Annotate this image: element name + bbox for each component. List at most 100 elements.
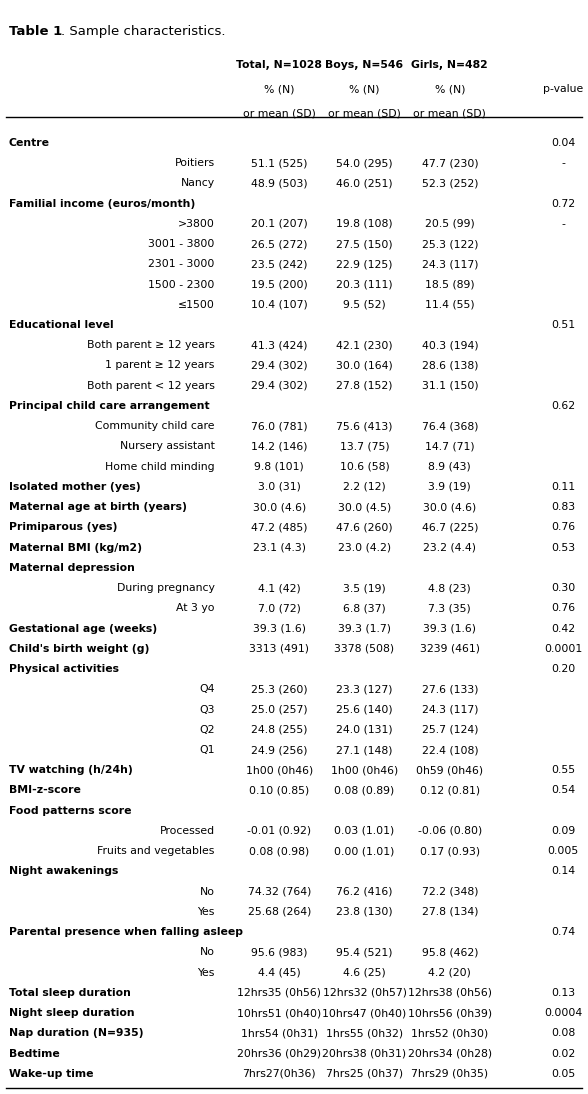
Text: 47.2 (485): 47.2 (485) bbox=[251, 523, 308, 533]
Text: 0.11: 0.11 bbox=[551, 481, 576, 492]
Text: Processed: Processed bbox=[159, 826, 215, 836]
Text: -0.06 (0.80): -0.06 (0.80) bbox=[417, 826, 482, 836]
Text: 25.3 (122): 25.3 (122) bbox=[422, 240, 478, 249]
Text: 0.0004: 0.0004 bbox=[544, 1009, 583, 1019]
Text: 24.0 (131): 24.0 (131) bbox=[336, 724, 393, 735]
Text: Table 1: Table 1 bbox=[9, 25, 62, 38]
Text: Both parent ≥ 12 years: Both parent ≥ 12 years bbox=[87, 340, 215, 350]
Text: . Sample characteristics.: . Sample characteristics. bbox=[61, 25, 225, 38]
Text: Child's birth weight (g): Child's birth weight (g) bbox=[9, 643, 149, 654]
Text: 12hrs35 (0h56): 12hrs35 (0h56) bbox=[238, 988, 321, 998]
Text: 18.5 (89): 18.5 (89) bbox=[425, 280, 475, 290]
Text: 95.6 (983): 95.6 (983) bbox=[251, 947, 308, 957]
Text: 76.2 (416): 76.2 (416) bbox=[336, 886, 393, 897]
Text: 4.8 (23): 4.8 (23) bbox=[429, 583, 471, 593]
Text: 6.8 (37): 6.8 (37) bbox=[343, 604, 386, 614]
Text: 95.8 (462): 95.8 (462) bbox=[422, 947, 478, 957]
Text: 31.1 (150): 31.1 (150) bbox=[422, 381, 478, 391]
Text: % (N): % (N) bbox=[264, 84, 295, 94]
Text: 3239 (461): 3239 (461) bbox=[420, 643, 480, 654]
Text: Total, N=1028: Total, N=1028 bbox=[236, 60, 322, 70]
Text: 23.8 (130): 23.8 (130) bbox=[336, 907, 393, 917]
Text: 0.72: 0.72 bbox=[551, 199, 576, 209]
Text: 7.0 (72): 7.0 (72) bbox=[258, 604, 300, 614]
Text: Bedtime: Bedtime bbox=[9, 1048, 59, 1059]
Text: Maternal BMI (kg/m2): Maternal BMI (kg/m2) bbox=[9, 543, 142, 552]
Text: Familial income (euros/month): Familial income (euros/month) bbox=[9, 199, 195, 209]
Text: Nursery assistant: Nursery assistant bbox=[120, 441, 215, 452]
Text: 10.6 (58): 10.6 (58) bbox=[340, 462, 389, 472]
Text: 25.6 (140): 25.6 (140) bbox=[336, 705, 393, 714]
Text: 0.74: 0.74 bbox=[551, 927, 576, 938]
Text: 39.3 (1.6): 39.3 (1.6) bbox=[423, 624, 476, 633]
Text: 25.68 (264): 25.68 (264) bbox=[248, 907, 311, 917]
Text: or mean (SD): or mean (SD) bbox=[243, 108, 316, 118]
Text: 12hrs38 (0h56): 12hrs38 (0h56) bbox=[408, 988, 492, 998]
Text: 0.03 (1.01): 0.03 (1.01) bbox=[335, 826, 395, 836]
Text: Q4: Q4 bbox=[199, 685, 215, 695]
Text: 20.5 (99): 20.5 (99) bbox=[425, 219, 475, 229]
Text: 1h00 (0h46): 1h00 (0h46) bbox=[331, 766, 398, 776]
Text: Primiparous (yes): Primiparous (yes) bbox=[9, 523, 117, 533]
Text: 23.0 (4.2): 23.0 (4.2) bbox=[338, 543, 391, 552]
Text: 1hrs52 (0h30): 1hrs52 (0h30) bbox=[411, 1028, 489, 1038]
Text: 10hrs51 (0h40): 10hrs51 (0h40) bbox=[237, 1009, 322, 1019]
Text: 27.1 (148): 27.1 (148) bbox=[336, 745, 393, 755]
Text: 29.4 (302): 29.4 (302) bbox=[251, 361, 308, 371]
Text: 23.3 (127): 23.3 (127) bbox=[336, 685, 393, 695]
Text: 0.05: 0.05 bbox=[551, 1069, 576, 1079]
Text: 47.7 (230): 47.7 (230) bbox=[422, 158, 478, 168]
Text: 4.4 (45): 4.4 (45) bbox=[258, 967, 300, 978]
Text: 11.4 (55): 11.4 (55) bbox=[425, 300, 475, 310]
Text: 3.5 (19): 3.5 (19) bbox=[343, 583, 386, 593]
Text: 20hrs36 (0h29): 20hrs36 (0h29) bbox=[237, 1048, 322, 1059]
Text: 0.00 (1.01): 0.00 (1.01) bbox=[335, 847, 395, 857]
Text: 24.3 (117): 24.3 (117) bbox=[422, 259, 478, 269]
Text: 4.1 (42): 4.1 (42) bbox=[258, 583, 300, 593]
Text: 0.51: 0.51 bbox=[551, 319, 576, 330]
Text: 9.8 (101): 9.8 (101) bbox=[255, 462, 304, 472]
Text: 0.76: 0.76 bbox=[551, 604, 576, 614]
Text: >3800: >3800 bbox=[178, 219, 215, 229]
Text: 27.5 (150): 27.5 (150) bbox=[336, 240, 393, 249]
Text: p-value: p-value bbox=[543, 84, 583, 94]
Text: 41.3 (424): 41.3 (424) bbox=[251, 340, 308, 350]
Text: 7.3 (35): 7.3 (35) bbox=[429, 604, 471, 614]
Text: 25.0 (257): 25.0 (257) bbox=[251, 705, 308, 714]
Text: Gestational age (weeks): Gestational age (weeks) bbox=[9, 624, 157, 633]
Text: 30.0 (4.6): 30.0 (4.6) bbox=[423, 502, 476, 512]
Text: 12hrs32 (0h57): 12hrs32 (0h57) bbox=[323, 988, 406, 998]
Text: 20hrs34 (0h28): 20hrs34 (0h28) bbox=[407, 1048, 492, 1059]
Text: 0.12 (0.81): 0.12 (0.81) bbox=[420, 785, 480, 795]
Text: 0.53: 0.53 bbox=[551, 543, 576, 552]
Text: Physical activities: Physical activities bbox=[9, 664, 119, 674]
Text: Principal child care arrangement: Principal child care arrangement bbox=[9, 401, 209, 411]
Text: % (N): % (N) bbox=[435, 84, 465, 94]
Text: During pregnancy: During pregnancy bbox=[117, 583, 215, 593]
Text: Maternal depression: Maternal depression bbox=[9, 562, 135, 573]
Text: Both parent < 12 years: Both parent < 12 years bbox=[87, 381, 215, 391]
Text: 14.2 (146): 14.2 (146) bbox=[251, 441, 308, 452]
Text: 1hrs54 (0h31): 1hrs54 (0h31) bbox=[240, 1028, 318, 1038]
Text: 26.5 (272): 26.5 (272) bbox=[251, 240, 308, 249]
Text: 19.5 (200): 19.5 (200) bbox=[251, 280, 308, 290]
Text: 19.8 (108): 19.8 (108) bbox=[336, 219, 393, 229]
Text: 3.9 (19): 3.9 (19) bbox=[429, 481, 471, 492]
Text: 0.42: 0.42 bbox=[551, 624, 576, 633]
Text: 0.55: 0.55 bbox=[551, 766, 576, 776]
Text: 0.83: 0.83 bbox=[551, 502, 576, 512]
Text: 25.7 (124): 25.7 (124) bbox=[422, 724, 478, 735]
Text: 0.10 (0.85): 0.10 (0.85) bbox=[249, 785, 309, 795]
Text: 0.14: 0.14 bbox=[551, 866, 576, 876]
Text: 27.8 (152): 27.8 (152) bbox=[336, 381, 393, 391]
Text: 51.1 (525): 51.1 (525) bbox=[251, 158, 308, 168]
Text: 24.8 (255): 24.8 (255) bbox=[251, 724, 308, 735]
Text: Yes: Yes bbox=[197, 907, 215, 917]
Text: 4.6 (25): 4.6 (25) bbox=[343, 967, 386, 978]
Text: 75.6 (413): 75.6 (413) bbox=[336, 421, 393, 431]
Text: Nap duration (N=935): Nap duration (N=935) bbox=[9, 1028, 143, 1038]
Text: 23.2 (4.4): 23.2 (4.4) bbox=[423, 543, 476, 552]
Text: 30.0 (4.5): 30.0 (4.5) bbox=[338, 502, 391, 512]
Text: 24.3 (117): 24.3 (117) bbox=[422, 705, 478, 714]
Text: 42.1 (230): 42.1 (230) bbox=[336, 340, 393, 350]
